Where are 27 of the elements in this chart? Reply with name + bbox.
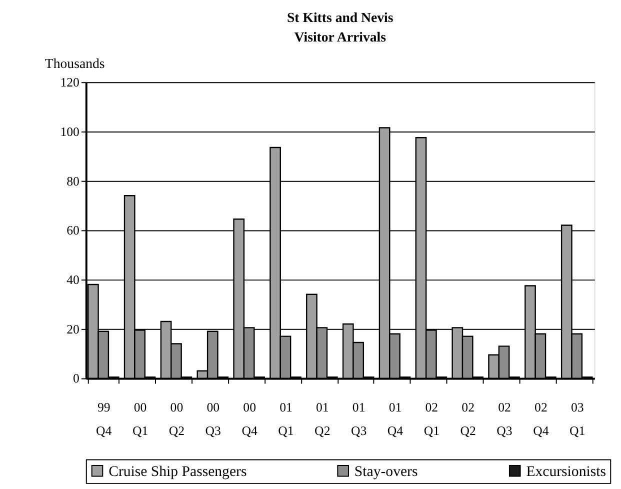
y-tick-label: 40 — [66, 273, 80, 288]
x-tick-label: 01 Q4 — [387, 400, 404, 438]
y-tick-label: 60 — [66, 224, 80, 238]
legend-label: Stay-overs — [354, 464, 418, 480]
x-tick-label: 02 Q1 — [424, 400, 440, 438]
chart-subtitle: Visitor Arrivals — [294, 30, 387, 45]
x-tick-label: 03 Q1 — [570, 400, 586, 438]
x-tick-label: 00 Q3 — [205, 400, 221, 438]
x-tick-label: 99 Q4 — [96, 400, 112, 438]
x-tick-label: 00 Q4 — [242, 400, 258, 438]
x-tick-label: 00 Q2 — [168, 400, 185, 438]
y-tick-label: 80 — [66, 174, 80, 188]
x-tick-label: 01 Q1 — [278, 400, 294, 438]
x-tick-label: 01 Q2 — [314, 400, 330, 438]
x-tick-label: 02 Q4 — [533, 400, 550, 438]
x-tick-label: 02 Q2 — [460, 400, 476, 438]
x-tick-label: 01 Q3 — [350, 400, 367, 438]
y-tick-label: 120 — [60, 76, 80, 90]
chart-title: St Kitts and Nevis — [286, 10, 394, 25]
legend-label: Cruise Ship Passengers — [108, 464, 247, 480]
y-axis-title: Thousands — [44, 56, 105, 71]
x-tick-label: 00 Q1 — [132, 400, 148, 438]
y-tick-label: 20 — [66, 322, 80, 336]
y-tick-label: 100 — [60, 124, 80, 139]
x-tick-label: 02 Q3 — [496, 400, 512, 438]
legend-label: Excursionists — [526, 464, 606, 480]
y-tick-label: 0 — [73, 372, 80, 386]
